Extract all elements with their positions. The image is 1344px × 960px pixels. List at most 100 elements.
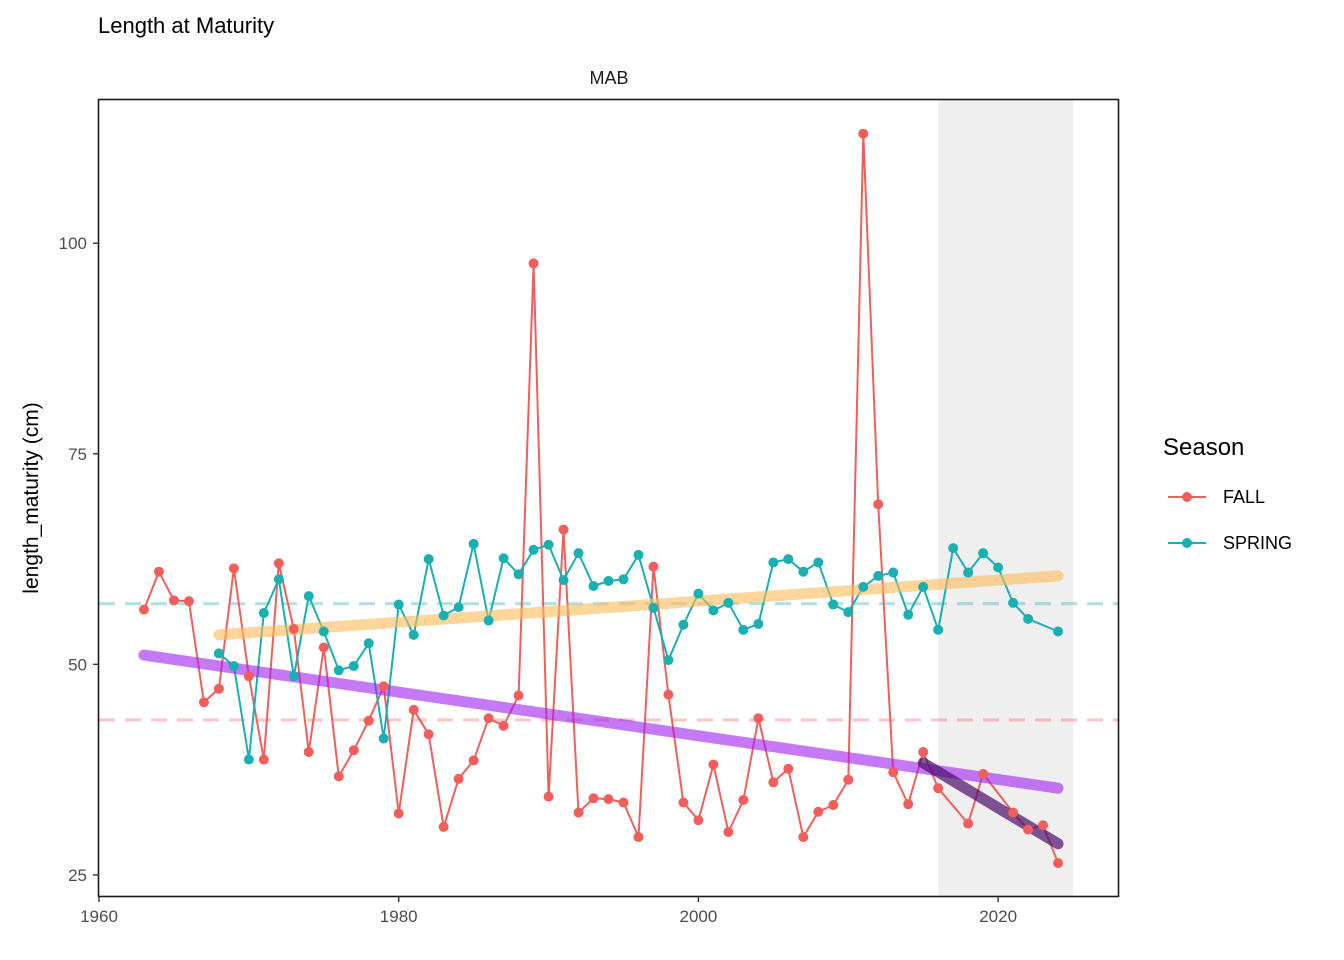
data-point-spring	[363, 638, 374, 649]
data-point-spring	[618, 574, 629, 585]
data-point-fall	[783, 763, 794, 774]
data-point-fall	[873, 499, 884, 510]
data-point-spring	[483, 615, 494, 626]
y-tick-label: 25	[68, 866, 87, 885]
data-point-fall	[318, 642, 329, 653]
data-point-fall	[483, 713, 494, 724]
data-point-fall	[768, 777, 779, 788]
data-point-fall	[858, 128, 869, 139]
data-point-spring	[303, 591, 314, 602]
legend: Season FALL SPRING	[1163, 434, 1292, 553]
data-point-fall	[378, 681, 389, 692]
data-point-spring	[783, 554, 794, 565]
data-point-spring	[903, 609, 914, 620]
series-line-fall	[143, 132, 1060, 864]
data-point-fall	[138, 604, 149, 615]
y-axis-title: length_maturity (cm)	[20, 402, 43, 593]
trend-lines	[138, 570, 1064, 850]
highlight-region	[938, 100, 1074, 896]
legend-key-point	[1182, 492, 1192, 502]
data-point-spring	[528, 544, 539, 555]
data-point-fall	[753, 713, 764, 724]
data-point-fall	[618, 797, 629, 808]
data-point-fall	[723, 826, 734, 837]
data-point-spring	[573, 548, 584, 559]
data-point-spring	[288, 671, 299, 682]
data-point-fall	[348, 745, 359, 756]
data-point-spring	[318, 626, 329, 637]
data-point-fall	[888, 767, 899, 778]
data-point-spring	[978, 548, 989, 559]
data-point-fall	[1038, 820, 1049, 831]
data-point-spring	[498, 553, 509, 564]
data-point-spring	[663, 655, 674, 666]
data-point-fall	[633, 832, 644, 843]
legend-item-spring: SPRING	[1168, 533, 1292, 553]
data-point-fall	[678, 797, 689, 808]
trend-line-fall-1	[138, 649, 1064, 794]
data-point-spring	[273, 574, 284, 585]
data-point-fall	[1008, 807, 1019, 818]
chart-title: Length at Maturity	[98, 13, 274, 38]
data-point-fall	[813, 806, 824, 817]
data-point-spring	[1008, 597, 1019, 608]
data-point-fall	[363, 715, 374, 726]
data-point-spring	[348, 661, 359, 672]
data-point-fall	[558, 524, 569, 535]
x-tick-label: 2020	[979, 907, 1017, 926]
trend-line-fall-2	[917, 757, 1064, 850]
data-point-spring	[798, 566, 809, 577]
data-point-fall	[228, 563, 239, 574]
data-point-fall	[153, 566, 164, 577]
data-point-spring	[258, 607, 269, 618]
data-point-fall	[258, 754, 269, 765]
data-point-fall	[963, 818, 974, 829]
data-point-spring	[603, 575, 614, 586]
data-points	[138, 128, 1064, 869]
data-point-spring	[963, 567, 974, 578]
data-point-spring	[423, 554, 434, 565]
data-point-spring	[768, 557, 779, 568]
data-point-fall	[588, 793, 599, 804]
data-point-spring	[558, 575, 569, 586]
data-point-spring	[408, 629, 419, 640]
data-point-spring	[453, 602, 464, 613]
data-point-spring	[753, 618, 764, 629]
data-point-fall	[393, 808, 404, 819]
data-point-spring	[858, 581, 869, 592]
data-point-spring	[828, 599, 839, 610]
data-point-fall	[333, 771, 344, 782]
x-axis: 1960 1980 2000 2020	[80, 896, 1017, 926]
data-point-fall	[528, 258, 539, 269]
trend-line-spring-0	[213, 570, 1064, 641]
data-point-spring	[873, 570, 884, 581]
data-point-fall	[978, 768, 989, 779]
data-point-fall	[438, 821, 449, 832]
data-point-fall	[1053, 858, 1064, 869]
data-point-fall	[798, 832, 809, 843]
legend-label: FALL	[1223, 487, 1265, 507]
data-point-spring	[333, 665, 344, 676]
data-point-spring	[513, 569, 524, 580]
data-point-spring	[708, 605, 719, 616]
data-point-spring	[543, 539, 554, 550]
data-point-fall	[1023, 824, 1034, 835]
x-tick-label: 2000	[679, 907, 717, 926]
data-point-spring	[588, 581, 599, 592]
data-point-fall	[498, 720, 509, 731]
data-point-spring	[468, 538, 479, 549]
data-point-spring	[723, 597, 734, 608]
legend-title: Season	[1163, 434, 1244, 461]
legend-key-point	[1182, 538, 1192, 548]
y-tick-label: 100	[59, 234, 87, 253]
data-point-fall	[828, 800, 839, 811]
data-point-spring	[438, 610, 449, 621]
data-point-fall	[423, 729, 434, 740]
y-axis: 25 50 75 100	[59, 234, 99, 885]
y-tick-label: 50	[68, 655, 87, 674]
data-point-fall	[168, 595, 179, 606]
data-point-spring	[888, 567, 899, 578]
data-point-spring	[948, 543, 959, 554]
data-point-fall	[273, 558, 284, 569]
data-point-spring	[393, 599, 404, 610]
